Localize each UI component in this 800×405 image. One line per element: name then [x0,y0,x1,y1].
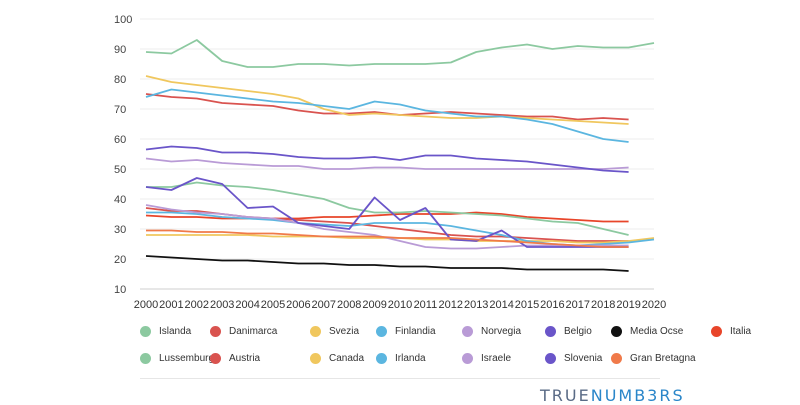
legend-swatch-icon [210,353,221,364]
y-tick-label: 30 [114,224,126,236]
legend-label: Irlanda [395,353,426,364]
y-tick-label: 60 [114,134,126,146]
legend-swatch-icon [711,326,722,337]
legend-item-belgio: Belgio [545,326,603,337]
series-line-slovenia [145,177,629,248]
legend-label: Belgio [564,326,592,337]
legend-swatch-icon [140,353,151,364]
legend-swatch-icon [611,326,622,337]
legend-item-canada: Canada [310,353,368,364]
series-line-norvegia [145,157,629,170]
legend-item-media-ocse: Media Ocse [611,326,703,337]
series-line-svezia [145,75,629,125]
y-tick-label: 20 [114,254,126,266]
legend-swatch-icon [611,353,622,364]
series-line-finlandia [145,88,629,143]
x-tick-label: 2000 [134,299,158,311]
legend-item-irlanda: Irlanda [376,353,454,364]
series-line-media-ocse [145,255,629,272]
legend-swatch-icon [140,326,151,337]
legend-label: Islanda [159,326,192,337]
legend-item-svezia: Svezia [310,326,368,337]
x-tick-label: 2008 [337,299,361,311]
legend-swatch-icon [210,326,221,337]
x-tick-label: 2003 [210,299,234,311]
legend-label: Media Ocse [630,326,684,337]
x-tick-label: 2020 [642,299,666,311]
y-tick-label: 40 [114,194,126,206]
legend-item-islanda: Islanda [140,326,202,337]
legend-label: Canada [329,353,365,364]
legend-swatch-icon [462,353,473,364]
legend-item-finlandia: Finlandia [376,326,454,337]
x-tick-label: 2015 [515,299,539,311]
legend-label: Norvegia [481,326,522,337]
legend-label: Danimarca [229,326,278,337]
legend-item-danimarca: Danimarca [210,326,302,337]
legend-label: Austria [229,353,261,364]
legend-label: Lussemburgo [159,353,220,364]
y-tick-label: 80 [114,74,126,86]
brand-prefix: TRUE [540,386,591,405]
y-tick-label: 70 [114,104,126,116]
legend-swatch-icon [310,353,321,364]
legend-item-austria: Austria [210,353,302,364]
legend-item-italia: Italia [711,326,761,337]
x-tick-label: 2009 [362,299,386,311]
series-line-islanda [145,39,655,68]
legend-label: Italia [730,326,752,337]
footer-divider [140,378,660,379]
legend-item-lussemburgo: Lussemburgo [140,353,220,364]
x-tick-label: 2013 [464,299,488,311]
x-tick-label: 2005 [261,299,285,311]
x-tick-label: 2007 [312,299,336,311]
x-tick-label: 2014 [489,299,513,311]
legend-item-israele: Israele [462,353,537,364]
x-tick-label: 2019 [616,299,640,311]
y-tick-label: 10 [114,284,126,296]
x-tick-label: 2004 [235,299,259,311]
brand-highlight: NUMB3RS [590,386,685,405]
x-tick-label: 2016 [540,299,564,311]
chart-legend: Islanda Danimarca Svezia Finlandia Norvegia B… [140,326,751,364]
y-tick-label: 100 [114,14,132,26]
legend-label: Gran Bretagna [630,353,696,364]
legend-swatch-icon [462,326,473,337]
legend-label: Israele [481,353,512,364]
series-line-lussemburgo [146,181,629,236]
legend-item-slovenia: Slovenia [545,353,603,364]
legend-swatch-icon [310,326,321,337]
legend-swatch-icon [376,326,387,337]
x-tick-label: 2017 [566,299,590,311]
x-tick-label: 2011 [414,299,438,311]
x-tick-label: 2006 [286,299,310,311]
x-tick-label: 2010 [388,299,412,311]
x-tick-label: 2002 [185,299,209,311]
legend-label: Svezia [329,326,360,337]
legend-label: Finlandia [395,326,436,337]
legend-item-gran-bretagna: Gran Bretagna [611,353,703,364]
legend-swatch-icon [376,353,387,364]
legend-swatch-icon [545,326,556,337]
x-tick-label: 2012 [439,299,463,311]
x-tick-label: 2018 [591,299,615,311]
legend-swatch-icon [545,353,556,364]
x-tick-label: 2001 [159,299,183,311]
y-tick-label: 50 [114,164,126,176]
series-line-italia [145,211,629,223]
series-line-belgio [145,145,629,173]
legend-label: Slovenia [564,353,603,364]
brand-logo: TRUENUMB3RS [540,386,685,405]
y-tick-label: 90 [114,44,126,56]
series-line-danimarca [145,93,629,121]
series-line-gran-bretagna [146,229,629,248]
legend-item-norvegia: Norvegia [462,326,537,337]
